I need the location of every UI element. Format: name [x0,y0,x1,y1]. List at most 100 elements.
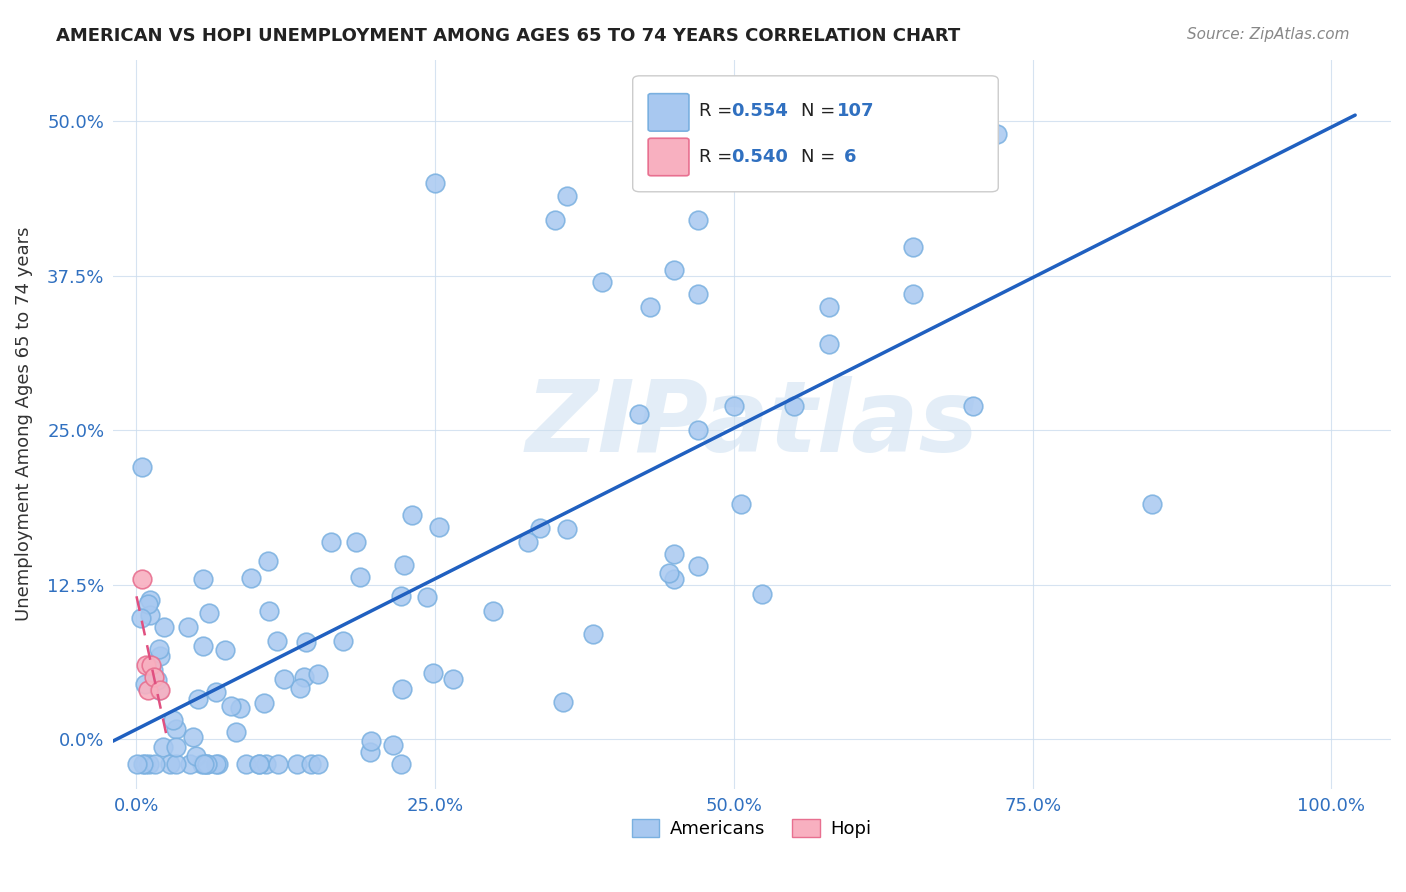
Americans [295,634,318,648]
Americans [516,534,538,549]
Text: ZIPatlas: ZIPatlas [526,376,979,473]
Americans [392,558,415,572]
Americans [1140,497,1163,511]
Americans [425,176,447,190]
Americans [195,756,218,771]
Americans [204,756,226,771]
Americans [686,559,709,574]
Americans [247,756,270,771]
Americans [441,673,464,687]
Hopi [131,572,153,586]
Americans [159,756,181,771]
Text: Source: ZipAtlas.com: Source: ZipAtlas.com [1187,27,1350,42]
Americans [344,535,367,549]
Americans [751,587,773,601]
Americans [165,722,187,736]
Americans [321,535,343,549]
Americans [181,731,204,745]
Americans [307,666,329,681]
Americans [235,756,257,771]
Hopi [138,682,160,697]
Americans [207,756,229,771]
Americans [152,740,174,755]
Americans [628,408,651,422]
Americans [818,300,841,314]
Americans [132,756,155,771]
Americans [582,626,605,640]
Americans [555,522,578,536]
Americans [543,213,565,227]
Americans [139,593,162,607]
Americans [903,240,925,254]
Americans [818,336,841,351]
Americans [730,498,752,512]
Text: N =: N = [801,148,848,166]
Americans [148,641,170,656]
Americans [591,275,613,289]
Americans [190,756,212,771]
Americans [152,620,174,634]
Americans [553,695,575,709]
Americans [482,604,505,618]
Americans [422,665,444,680]
Americans [214,643,236,657]
Americans [187,691,209,706]
Americans [195,756,218,771]
Americans [662,262,685,277]
Americans [193,639,215,653]
Americans [962,399,984,413]
Americans [638,300,661,314]
Americans [193,573,215,587]
Americans [179,756,201,771]
Americans [416,590,439,604]
Text: 6: 6 [844,148,856,166]
Americans [529,520,551,534]
Hopi [139,657,162,672]
Americans [219,698,242,713]
Y-axis label: Unemployment Among Ages 65 to 74 years: Unemployment Among Ages 65 to 74 years [15,227,32,622]
Text: R =: R = [699,103,738,120]
Americans [349,570,371,584]
Americans [901,287,924,301]
Americans [205,685,228,699]
Hopi [143,670,166,684]
Americans [162,713,184,727]
Americans [288,681,311,695]
Americans [360,733,382,747]
Americans [127,756,149,771]
Americans [165,740,187,755]
Americans [307,756,329,771]
Text: 0.540: 0.540 [731,148,787,166]
Legend: Americans, Hopi: Americans, Hopi [624,812,879,845]
Americans [266,633,288,648]
Americans [662,547,685,561]
Americans [253,696,276,710]
Americans [129,611,152,625]
Americans [662,572,685,586]
Americans [134,676,156,690]
Text: N =: N = [801,103,841,120]
Americans [658,566,681,581]
Text: AMERICAN VS HOPI UNEMPLOYMENT AMONG AGES 65 TO 74 YEARS CORRELATION CHART: AMERICAN VS HOPI UNEMPLOYMENT AMONG AGES… [56,27,960,45]
Americans [148,683,170,698]
Text: 0.554: 0.554 [731,103,787,120]
Americans [143,756,166,771]
Hopi [135,657,157,672]
Americans [131,460,153,475]
Americans [193,756,215,771]
Americans [184,749,207,764]
Americans [401,508,423,522]
Americans [723,399,745,413]
Americans [197,606,219,620]
Americans [247,756,270,771]
Americans [332,634,354,648]
Americans [136,598,159,612]
Americans [165,756,187,771]
Americans [257,604,280,618]
Text: 107: 107 [837,103,875,120]
Americans [686,287,709,301]
Americans [229,700,252,714]
Americans [225,724,247,739]
Americans [555,188,578,202]
Americans [177,619,200,633]
